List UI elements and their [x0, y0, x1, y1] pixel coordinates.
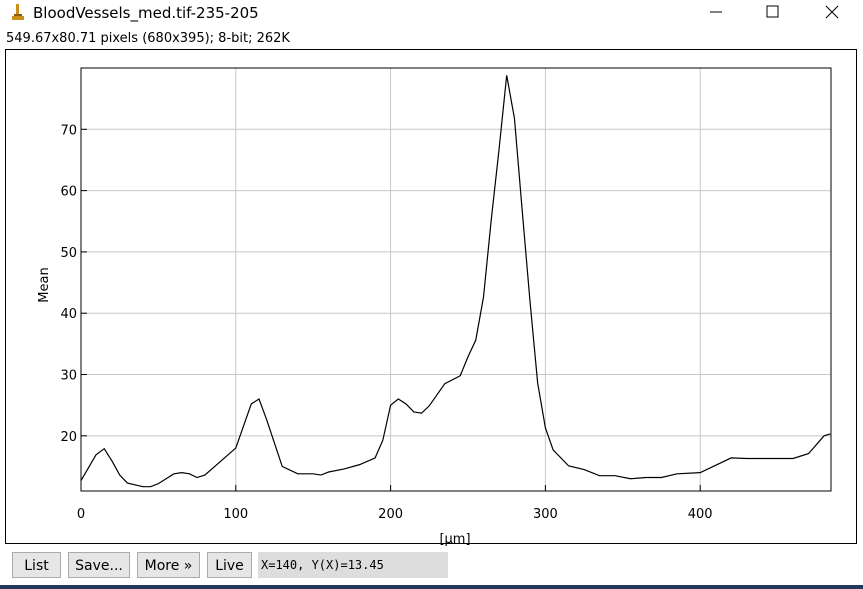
button[interactable]: Live — [207, 552, 252, 578]
window-controls[interactable] — [700, 0, 863, 28]
x-axis-label: [µm] — [439, 532, 470, 547]
y-tick-label: 30 — [60, 369, 77, 384]
y-tick-label: 50 — [60, 246, 77, 261]
maximize[interactable] — [766, 5, 779, 18]
data-line — [80, 75, 831, 488]
button[interactable]: Save... — [68, 552, 130, 578]
plot: 0 100 200 300 400 20 30 40 50 60 70 [µm] Mean — [37, 67, 832, 547]
plot-frame — [5, 49, 857, 544]
y-tick-label: 20 — [60, 430, 77, 445]
plot-area — [80, 67, 832, 492]
image-info: 549.67x80.71 pixels (680x395); 8-bit; 26… — [6, 31, 290, 46]
app-icon — [12, 4, 24, 20]
y-axis-label: Mean — [37, 267, 52, 302]
window-title: BloodVessels_med.tif-235-205 — [33, 4, 259, 22]
button[interactable]: List — [12, 552, 61, 578]
taskbar-edge — [0, 585, 863, 589]
y-tick-label: 70 — [60, 123, 77, 138]
button[interactable]: More » — [137, 552, 200, 578]
close[interactable] — [825, 5, 839, 19]
y-tick-label: 60 — [60, 185, 77, 200]
x-tick-label: 200 — [378, 507, 403, 522]
y-tick-label: 40 — [60, 307, 77, 322]
x-tick-label: 100 — [223, 507, 248, 522]
x-tick-label: 400 — [688, 507, 713, 522]
x-tick-label: 300 — [533, 507, 558, 522]
status-field: X=140, Y(X)=13.45 — [258, 552, 448, 578]
x-tick-label: 0 — [77, 507, 85, 522]
